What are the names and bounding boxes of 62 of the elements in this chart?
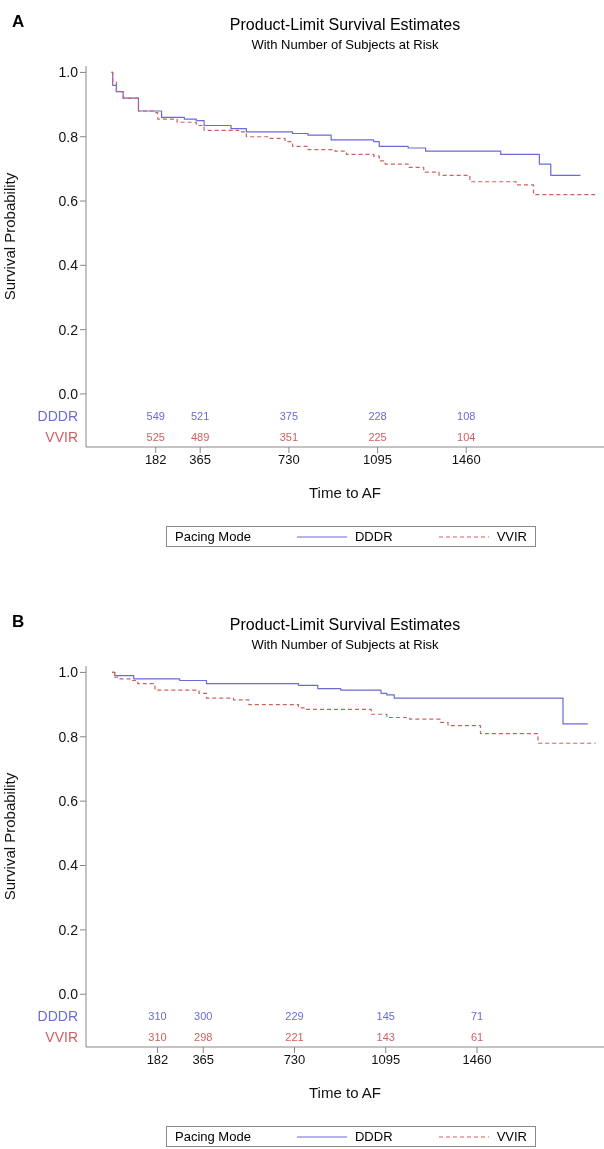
annotation: 375: [279, 409, 299, 422]
y-tick-label: 0.4: [58, 857, 79, 874]
annotation: 489: [191, 430, 210, 443]
y-tick-label: 0.4: [58, 257, 79, 274]
y-tick-label: 0.0: [58, 986, 79, 1003]
legend-label: DDDR: [354, 1129, 393, 1144]
y-tick-label: 0.8: [58, 728, 79, 745]
annotation: 300: [194, 1009, 213, 1022]
y-tick-label: 0.2: [58, 321, 79, 338]
x-tick-label: 1095: [371, 1052, 401, 1068]
x-axis-title: Time to AF: [309, 484, 381, 501]
x-tick-label: 365: [192, 1052, 215, 1068]
legend-title: Pacing Mode: [175, 1129, 251, 1144]
x-tick-label: 730: [278, 452, 300, 468]
text: A: [12, 12, 25, 32]
annotation: 310: [148, 1030, 167, 1043]
annotation: 108: [457, 409, 476, 422]
y-tick-label: 0.2: [58, 921, 79, 938]
chart-title: Product-Limit Survival Estimates: [228, 616, 462, 634]
y-axis-title: Survival Probability: [1, 172, 19, 301]
text: DDDR: [37, 407, 78, 424]
x-tick-label: 182: [146, 1052, 169, 1068]
legend-label: VVIR: [496, 1129, 527, 1144]
y-tick-label: 0.6: [58, 793, 79, 810]
chart-subtitle: With Number of Subjects at Risk: [250, 37, 440, 52]
legend-label: DDDR: [354, 529, 393, 544]
annotation: 525: [146, 430, 165, 443]
annotation: 71: [470, 1009, 484, 1022]
annotation: 104: [457, 430, 476, 443]
annotation: 61: [470, 1030, 484, 1043]
y-axis-title: Survival Probability: [1, 772, 19, 901]
text: B: [12, 612, 25, 632]
text: VVIR: [45, 428, 78, 445]
y-tick-label: 1.0: [58, 664, 79, 681]
chart-title: Product-Limit Survival Estimates: [228, 16, 462, 34]
y-tick-label: 1.0: [58, 64, 79, 81]
annotation: 221: [285, 1030, 304, 1043]
x-tick-label: 730: [283, 1052, 306, 1068]
x-tick-label: 1460: [451, 452, 481, 468]
annotation: 225: [368, 430, 387, 443]
annotation: 521: [191, 409, 210, 422]
annotation: 145: [376, 1009, 395, 1022]
annotation: 229: [285, 1009, 304, 1022]
chart-subtitle: With Number of Subjects at Risk: [250, 637, 440, 652]
annotation: 228: [368, 409, 387, 422]
y-tick-label: 0.8: [58, 128, 79, 145]
y-tick-label: 0.6: [58, 193, 79, 210]
x-tick-label: 1460: [462, 1052, 492, 1068]
x-tick-label: 1095: [363, 452, 393, 468]
y-tick-label: 0.0: [58, 385, 79, 402]
x-tick-label: 365: [189, 452, 212, 468]
legend-title: Pacing Mode: [175, 529, 251, 544]
annotation: 351: [279, 430, 299, 443]
annotation: 310: [148, 1009, 167, 1022]
x-tick-label: 182: [144, 452, 167, 468]
annotation: 549: [146, 409, 165, 422]
legend-label: VVIR: [496, 529, 527, 544]
annotation: 143: [376, 1030, 395, 1043]
annotation: 298: [194, 1030, 213, 1043]
text: DDDR: [37, 1007, 78, 1024]
text: VVIR: [45, 1028, 78, 1045]
x-axis-title: Time to AF: [309, 1084, 381, 1101]
